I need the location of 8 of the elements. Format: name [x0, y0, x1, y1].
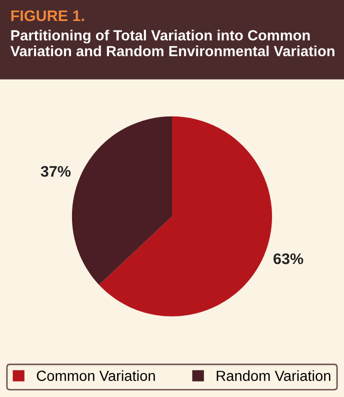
- legend-label: Common Variation: [36, 370, 155, 381]
- pie-slice: [72, 116, 172, 285]
- chart-title: FIGURE 1.: [11, 10, 84, 22]
- data-label: 37%: [40, 166, 71, 177]
- pie-slice: [99, 116, 272, 316]
- legend-label: Random Variation: [216, 370, 330, 381]
- chart-subtitle: Partitioning of Total Variation into Common Variation and Random Environmental Variation: [10, 30, 334, 56]
- data-label: 63%: [274, 253, 304, 264]
